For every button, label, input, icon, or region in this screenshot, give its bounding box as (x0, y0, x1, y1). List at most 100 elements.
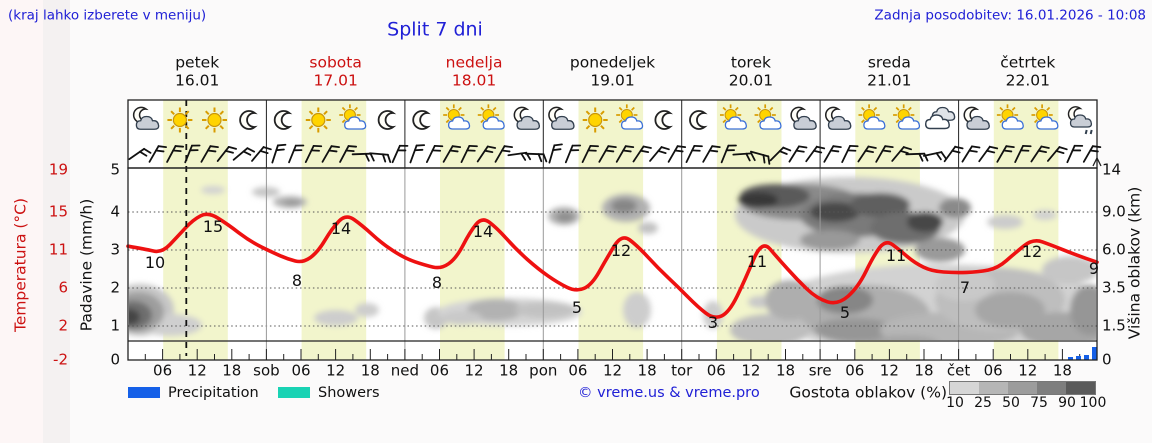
x-label-26: 18 (1052, 361, 1072, 380)
weather-icon-moon-cloud-drizzle (1067, 106, 1093, 135)
x-label-1: 12 (187, 361, 207, 380)
weather-icon-sun-cloud (719, 104, 747, 130)
temp-tick-11: 11 (48, 240, 68, 259)
temp-value-label-5: 5 (571, 298, 583, 317)
day-name-sobota: sobota (309, 53, 362, 72)
weather-icon-moon-cloud (132, 106, 160, 130)
weather-icon-sun (167, 107, 193, 133)
day-name-ponedeljek: ponedeljek (569, 53, 656, 72)
x-label-19: sre (808, 361, 832, 380)
x-label-14: 18 (637, 361, 657, 380)
day-date-četrtek: 22.01 (1005, 71, 1050, 90)
cloud-density-blobs (129, 177, 1096, 340)
day-date-ponedeljek: 19.01 (590, 71, 635, 90)
left-margin-strip-2 (43, 0, 70, 443)
wind-barbs (128, 143, 1102, 165)
temperature-curve (126, 212, 1099, 319)
x-label-16: 06 (706, 361, 726, 380)
left-margin-strip (0, 0, 43, 443)
precip-tick-0: 0 (110, 350, 120, 369)
day-name-nedelja: nedelja (445, 53, 503, 72)
temp-tick-2: 2 (58, 316, 68, 335)
temp-value-label-14: 14 (472, 222, 494, 241)
weather-icon-sun (305, 107, 331, 133)
weather-icon-moon-cloud (513, 106, 540, 130)
cloud-tick-3.5: 3.5 (1102, 278, 1126, 297)
x-label-15: tor (671, 361, 693, 380)
density-value-90: 90 (1058, 395, 1076, 411)
weather-icon-sun-cloud (477, 104, 505, 130)
frames (127, 99, 1102, 361)
x-label-0: 06 (153, 361, 173, 380)
day-name-torek: torek (730, 53, 771, 72)
weather-icon-sun (582, 107, 608, 133)
temperature-axis-title: Temperatura (°C) (11, 197, 30, 333)
last-update: Zadnja posodobitev: 16.01.2026 - 10:08 (874, 7, 1146, 24)
cloud-tick-6.0: 6.0 (1102, 240, 1126, 259)
x-label-10: 18 (499, 361, 519, 380)
precip-tick-3: 3 (110, 240, 120, 259)
temp-value-label-8: 8 (431, 273, 443, 292)
page-title: Split 7 dni (387, 18, 483, 41)
weather-icon-moon-cloud (548, 106, 575, 130)
weather-icon-sun (202, 107, 227, 133)
day-date-petek: 16.01 (175, 71, 220, 90)
x-label-5: 12 (326, 361, 346, 380)
day-date-sreda: 21.01 (867, 71, 912, 90)
x-label-23: čet (946, 361, 971, 380)
weather-icon-moon (654, 110, 674, 130)
temp-value-label-15: 15 (202, 217, 224, 236)
weather-icon-moon-cloud (790, 106, 817, 130)
density-value-75: 75 (1030, 395, 1048, 411)
weather-icons (132, 104, 1093, 135)
temp-tick-6: 6 (58, 278, 68, 297)
density-value-25: 25 (974, 395, 992, 411)
temp-value-label-7: 7 (959, 278, 971, 297)
weather-icon-moon (689, 110, 708, 130)
x-ticks (144, 349, 1081, 360)
temp-value-label-3: 3 (707, 313, 719, 332)
showers-swatch (278, 387, 310, 398)
weather-icon-cloud (924, 106, 956, 130)
temp-value-label-14: 14 (330, 219, 352, 238)
precip-tick-5: 5 (110, 160, 120, 179)
density-segment-0 (950, 382, 979, 394)
density-value-100: 100 (1079, 395, 1107, 411)
x-label-25: 12 (1018, 361, 1038, 380)
weather-icon-sun-cloud (443, 104, 471, 130)
precipitation-bars (1068, 347, 1097, 360)
density-value-10: 10 (946, 395, 964, 411)
temp-tick--2: -2 (53, 350, 68, 369)
day-date-nedelja: 18.01 (451, 71, 497, 90)
day-name-četrtek: četrtek (1000, 53, 1056, 72)
showers-legend-label: Showers (318, 384, 380, 401)
density-segment-4 (1066, 382, 1095, 394)
weather-icon-moon (273, 110, 293, 130)
x-label-8: 06 (429, 361, 449, 380)
density-value-50: 50 (1002, 395, 1020, 411)
precip-tick-2: 2 (110, 278, 120, 297)
x-label-24: 06 (983, 361, 1003, 380)
x-label-3: sob (253, 361, 280, 380)
day-name-sreda: sreda (867, 53, 911, 72)
weather-icon-moon-cloud (963, 106, 990, 130)
x-label-21: 12 (879, 361, 899, 380)
day-date-torek: 20.01 (728, 71, 774, 90)
precipitation-legend-label: Precipitation (168, 384, 259, 401)
weather-icon-moon (412, 110, 431, 130)
temp-tick-15: 15 (48, 202, 68, 221)
density-segment-1 (979, 382, 1008, 394)
x-label-13: 12 (602, 361, 623, 380)
temp-value-label-12: 12 (610, 241, 632, 260)
temp-value-label-12: 12 (1021, 242, 1043, 261)
weather-icon-moon (377, 110, 397, 130)
x-label-9: 12 (464, 361, 484, 380)
weather-icon-moon (239, 110, 258, 130)
temp-value-label-5: 5 (839, 303, 851, 322)
x-label-2: 18 (222, 361, 242, 380)
weather-icon-sun-cloud (616, 104, 644, 130)
credit-link[interactable]: © vreme.us & vreme.pro (578, 384, 760, 401)
weather-icon-moon-cloud (825, 106, 852, 130)
x-label-11: pon (529, 361, 558, 380)
